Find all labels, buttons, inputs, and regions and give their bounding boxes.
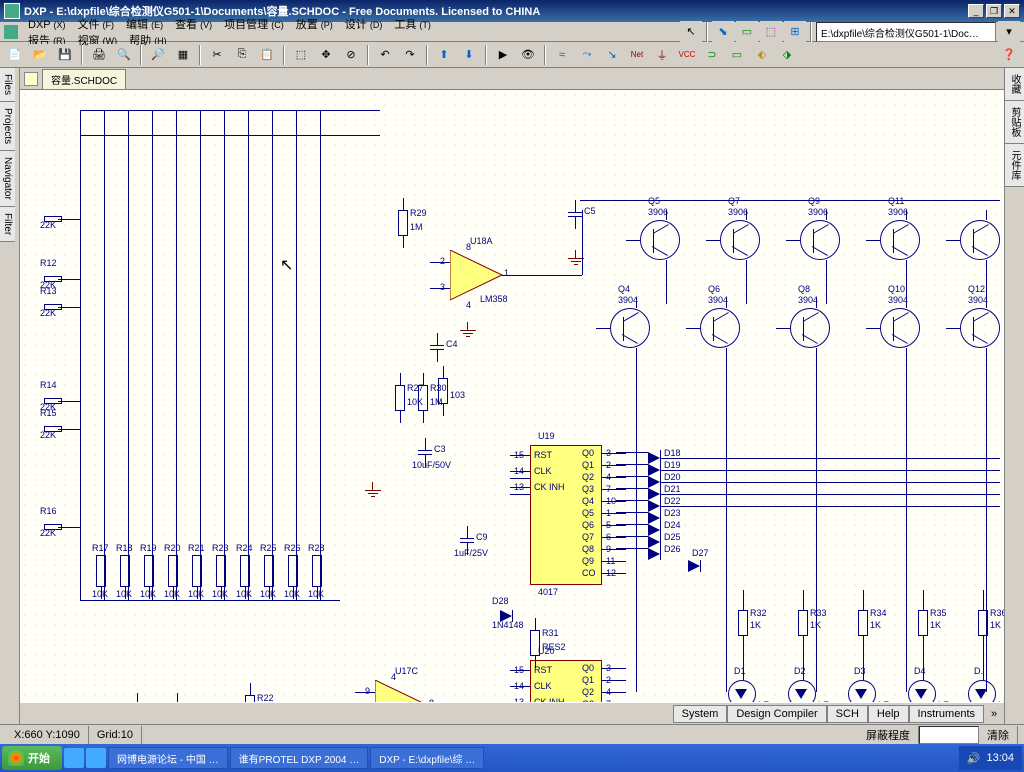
menu-文件[interactable]: 文件 (F): [71, 17, 120, 33]
path-dropdown-arrow-icon[interactable]: ▾: [998, 21, 1020, 43]
undo-icon[interactable]: ↶: [374, 44, 396, 66]
mask-label: 屏蔽程度: [858, 726, 919, 744]
tool-pointer-icon[interactable]: ↖: [680, 21, 702, 43]
right-tab-收藏[interactable]: 收藏: [1005, 68, 1024, 101]
zoom-icon[interactable]: 🔎: [147, 44, 169, 66]
tool-a-icon[interactable]: ⬊: [712, 21, 734, 43]
maximize-button[interactable]: ❐: [986, 4, 1002, 18]
port-icon[interactable]: ⬖: [751, 44, 773, 66]
path-dropdown[interactable]: E:\dxpfile\综合检测仪G501-1\Doc…: [816, 22, 996, 42]
tray-icon[interactable]: 🔊: [967, 752, 981, 765]
net-icon[interactable]: Net: [626, 44, 648, 66]
wire-icon[interactable]: ≈: [551, 44, 573, 66]
right-tab-剪贴板[interactable]: 剪贴板: [1005, 101, 1024, 144]
compile-icon[interactable]: ▶: [492, 44, 514, 66]
clear-button[interactable]: 清除: [979, 726, 1018, 744]
tool-b-icon[interactable]: ▭: [736, 21, 758, 43]
canvas-wrap: 容量.SCHDOC ↖ R1222KR1322KR1422KR1522KR162…: [20, 68, 1004, 724]
tool-c-icon[interactable]: ⬚: [760, 21, 782, 43]
minimize-button[interactable]: _: [968, 4, 984, 18]
gnd-icon[interactable]: ⏚: [651, 44, 673, 66]
help-icon[interactable]: ❓: [998, 44, 1020, 66]
hier-up-icon[interactable]: ⬆: [433, 44, 455, 66]
bottom-tab-Design Compiler[interactable]: Design Compiler: [727, 705, 826, 723]
windows-icon: [8, 750, 24, 766]
preview-icon[interactable]: 🔍: [113, 44, 135, 66]
tool-grid-icon[interactable]: ⊞: [784, 21, 806, 43]
mask-slider[interactable]: [919, 726, 979, 744]
menu-项目管理[interactable]: 项目管理 (C): [218, 17, 290, 33]
save-icon[interactable]: 💾: [54, 44, 76, 66]
doc-icon: [24, 72, 38, 86]
sheet-icon[interactable]: ▦: [172, 44, 194, 66]
bottom-tabbar: SystemDesign CompilerSCHHelpInstruments …: [20, 702, 1004, 724]
paste-icon[interactable]: 📋: [256, 44, 278, 66]
coords-display: X:660 Y:1090: [6, 726, 89, 744]
menu-DXP[interactable]: DXP (X): [22, 17, 71, 33]
select-icon[interactable]: ⬚: [290, 44, 312, 66]
bottom-tab-System[interactable]: System: [673, 705, 728, 723]
bottom-tab-Help[interactable]: Help: [868, 705, 909, 723]
task-item[interactable]: 网博电源论坛 - 中国 …: [108, 747, 228, 769]
chevron-icon[interactable]: »: [988, 708, 1000, 720]
schematic-canvas[interactable]: ↖ R1222KR1322KR1422KR1522KR1622K22KR1710…: [20, 90, 1004, 702]
left-tab-Navigator[interactable]: Navigator: [0, 151, 15, 207]
port2-icon[interactable]: ⬗: [776, 44, 798, 66]
start-button[interactable]: 开始: [2, 746, 62, 770]
dxp-icon: [4, 25, 18, 39]
vcc-icon[interactable]: VCC: [676, 44, 698, 66]
left-tab-Filter[interactable]: Filter: [0, 207, 15, 242]
document-tabs: 容量.SCHDOC: [20, 68, 1004, 90]
right-panel: 收藏剪贴板元件库: [1004, 68, 1024, 724]
menu-编辑[interactable]: 编辑 (E): [120, 17, 169, 33]
menu-放置[interactable]: 放置 (P): [290, 17, 339, 33]
main-area: FilesProjectsNavigatorFilter 容量.SCHDOC ↖…: [0, 68, 1024, 724]
right-tab-元件库[interactable]: 元件库: [1005, 144, 1024, 187]
busent-icon[interactable]: ↘: [601, 44, 623, 66]
statusbar: X:660 Y:1090 Grid:10 屏蔽程度 清除: [0, 724, 1024, 744]
browse-icon[interactable]: 👁: [517, 44, 539, 66]
left-tab-Files[interactable]: Files: [0, 68, 15, 102]
quick-launch-icon[interactable]: [64, 748, 84, 768]
app-icon: [4, 3, 20, 19]
toolbar: 📄 📂 💾 🖨 🔍 🔎 ▦ ✂ ⎘ 📋 ⬚ ✥ ⊘ ↶ ↷ ⬆ ⬇ ▶ 👁 ≈ …: [0, 42, 1024, 68]
sheet-sym-icon[interactable]: ▭: [726, 44, 748, 66]
menubar: DXP (X)文件 (F)编辑 (E)查看 (V)项目管理 (C)放置 (P)设…: [0, 22, 1024, 42]
new-icon[interactable]: 📄: [4, 44, 26, 66]
copy-icon[interactable]: ⎘: [231, 44, 253, 66]
bottom-tab-SCH[interactable]: SCH: [827, 705, 868, 723]
menu-设计[interactable]: 设计 (D): [339, 17, 389, 33]
document-tab[interactable]: 容量.SCHDOC: [42, 69, 126, 89]
close-button[interactable]: ✕: [1004, 4, 1020, 18]
grid-display: Grid:10: [89, 726, 142, 744]
left-panel: FilesProjectsNavigatorFilter: [0, 68, 20, 724]
start-label: 开始: [28, 750, 50, 766]
task-item[interactable]: DXP - E:\dxpfile\综 …: [370, 747, 484, 769]
task-item[interactable]: 谁有PROTEL DXP 2004 …: [230, 747, 369, 769]
system-tray[interactable]: 🔊 13:04: [959, 746, 1022, 770]
part-icon[interactable]: ⊃: [701, 44, 723, 66]
cut-icon[interactable]: ✂: [206, 44, 228, 66]
deselect-icon[interactable]: ⊘: [340, 44, 362, 66]
menu-工具[interactable]: 工具 (T): [388, 17, 437, 33]
left-tab-Projects[interactable]: Projects: [0, 102, 15, 151]
open-icon[interactable]: 📂: [29, 44, 51, 66]
redo-icon[interactable]: ↷: [399, 44, 421, 66]
cursor-icon: ↖: [280, 255, 293, 275]
move-icon[interactable]: ✥: [315, 44, 337, 66]
bottom-tab-Instruments[interactable]: Instruments: [909, 705, 984, 723]
bus-icon[interactable]: ⤳: [576, 44, 598, 66]
hier-down-icon[interactable]: ⬇: [458, 44, 480, 66]
print-icon[interactable]: 🖨: [88, 44, 110, 66]
quick-launch-icon2[interactable]: [86, 748, 106, 768]
clock: 13:04: [986, 752, 1014, 764]
menu-查看[interactable]: 查看 (V): [169, 17, 218, 33]
